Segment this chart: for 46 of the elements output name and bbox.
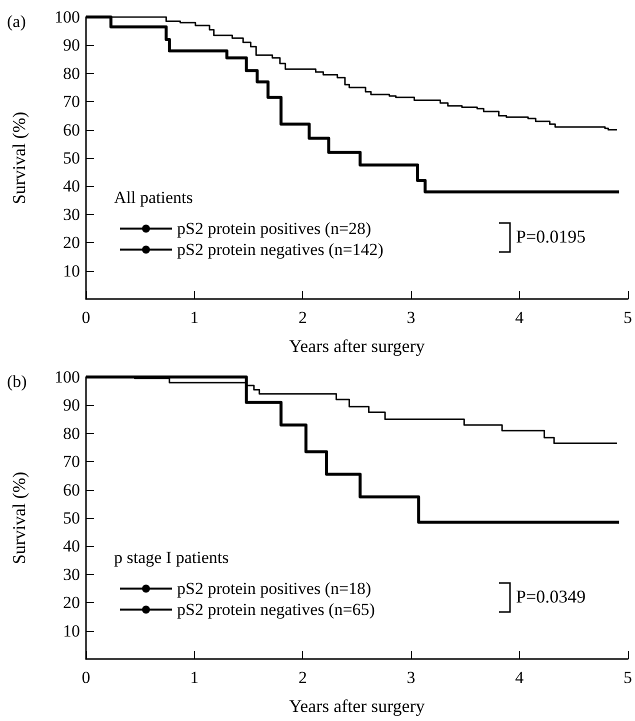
y-tick-label: 60 <box>63 120 80 140</box>
y-tick-label: 70 <box>63 92 80 112</box>
y-tick-label: 80 <box>63 64 80 83</box>
y-tick-label: 100 <box>54 8 80 26</box>
legend-label: pS2 protein negatives (n=142) <box>177 240 384 260</box>
legend-label: pS2 protein negatives (n=65) <box>177 600 375 620</box>
y-tick-label: 50 <box>63 148 80 168</box>
y-tick-label: 30 <box>63 204 80 224</box>
y-tick-label: 20 <box>63 593 80 612</box>
x-tick-label: 4 <box>515 668 524 687</box>
y-tick-label: 20 <box>63 233 80 252</box>
x-tick-label: 1 <box>190 668 199 687</box>
legend-label: pS2 protein positives (n=18) <box>177 579 372 598</box>
chart-title: (b) <box>7 372 27 391</box>
annotation: P=0.0195 <box>516 226 586 247</box>
x-axis-title: Years after surgery <box>288 336 425 356</box>
y-tick-label: 40 <box>63 176 80 196</box>
y-tick-label: 90 <box>63 36 80 55</box>
x-tick-label: 3 <box>406 308 416 327</box>
y-tick-label: 30 <box>63 564 80 584</box>
x-tick-label: 3 <box>406 668 416 687</box>
x-tick-label: 1 <box>190 308 199 327</box>
x-tick-label: 2 <box>298 668 307 687</box>
y-tick-label: 10 <box>63 621 80 640</box>
y-axis-title: Survival (%) <box>9 112 29 204</box>
y-tick-label: 100 <box>54 368 80 386</box>
y-tick-label: 10 <box>63 261 80 280</box>
y-axis-title: Survival (%) <box>9 472 29 564</box>
legend-label: pS2 protein positives (n=28) <box>177 219 372 238</box>
annotation: P=0.0349 <box>516 586 586 607</box>
legend-title: All patients <box>114 188 193 208</box>
legend-title: p stage I patients <box>114 548 229 568</box>
x-tick-label: 0 <box>82 308 90 327</box>
x-tick-label: 5 <box>624 308 632 327</box>
x-tick-label: 5 <box>624 668 632 687</box>
y-tick-label: 50 <box>63 508 80 528</box>
y-tick-label: 80 <box>63 424 80 443</box>
y-tick-label: 40 <box>63 536 80 556</box>
chart-title: (a) <box>7 12 26 31</box>
x-axis-title: Years after surgery <box>288 696 425 716</box>
y-tick-label: 60 <box>63 480 80 500</box>
x-tick-label: 4 <box>515 308 524 327</box>
x-tick-label: 2 <box>298 308 307 327</box>
y-tick-label: 90 <box>63 396 80 415</box>
x-tick-label: 0 <box>82 668 90 687</box>
y-tick-label: 70 <box>63 452 80 472</box>
